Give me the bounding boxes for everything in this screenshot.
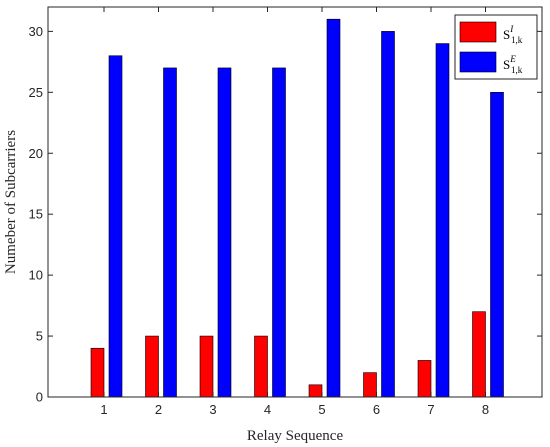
bar-s2-2 [163,67,177,398]
legend-swatch-2 [459,51,497,73]
legend-swatch-1 [459,21,497,43]
x-tick-label: 7 [427,402,434,417]
x-tick-label: 4 [264,402,271,417]
y-axis-title: Numeber of Subcarriers [3,130,19,274]
x-tick-label: 1 [100,402,107,417]
x-tick-label: 8 [482,402,489,417]
bar-s1-7 [417,360,432,398]
bar-s1-1 [90,347,105,398]
legend-entry-1-sub: 1,k [511,35,523,45]
y-tick-label: 5 [36,329,43,344]
legend-entry-1: SI 1,k [503,24,523,45]
legend-entry-2-sub: 1,k [511,65,523,75]
bar-s2-4 [272,67,286,398]
bar-s2-7 [435,43,450,398]
legend-entry-2-base: S [503,57,510,72]
y-axis: 0 5 10 15 20 25 30 [29,24,542,405]
y-tick-label: 10 [29,268,43,283]
bar-s2-6 [381,31,395,398]
legend-entry-1-base: S [503,27,510,42]
y-tick-label: 25 [29,85,43,100]
bar-s1-6 [363,372,377,398]
legend-entry-2-sup: E [509,54,516,64]
y-tick-label: 30 [29,24,43,39]
x-tick-label: 6 [373,402,380,417]
bar-s1-5 [308,384,323,398]
plot-frame [47,6,543,398]
bar-s2-5 [326,18,341,398]
x-axis-title: Relay Sequence [247,428,344,444]
y-tick-label: 15 [29,207,43,222]
bar-s1-4 [254,335,268,398]
y-tick-label: 0 [36,390,43,405]
x-axis: 1 2 3 4 5 6 7 8 [100,7,489,417]
x-tick-label: 3 [209,402,216,417]
bar-s2-8 [490,92,504,398]
legend: SI 1,k SE 1,k [454,14,538,80]
bar-s1-2 [145,335,159,398]
bar-s2-3 [217,67,232,398]
bar-s1-8 [472,311,486,398]
bar-s2-1 [108,55,123,398]
legend-entry-1-sup: I [509,24,514,34]
x-tick-label: 2 [155,402,162,417]
y-tick-label: 20 [29,146,43,161]
legend-entry-2: SE 1,k [503,54,523,75]
bar-s1-3 [199,335,214,398]
x-tick-label: 5 [318,402,325,417]
